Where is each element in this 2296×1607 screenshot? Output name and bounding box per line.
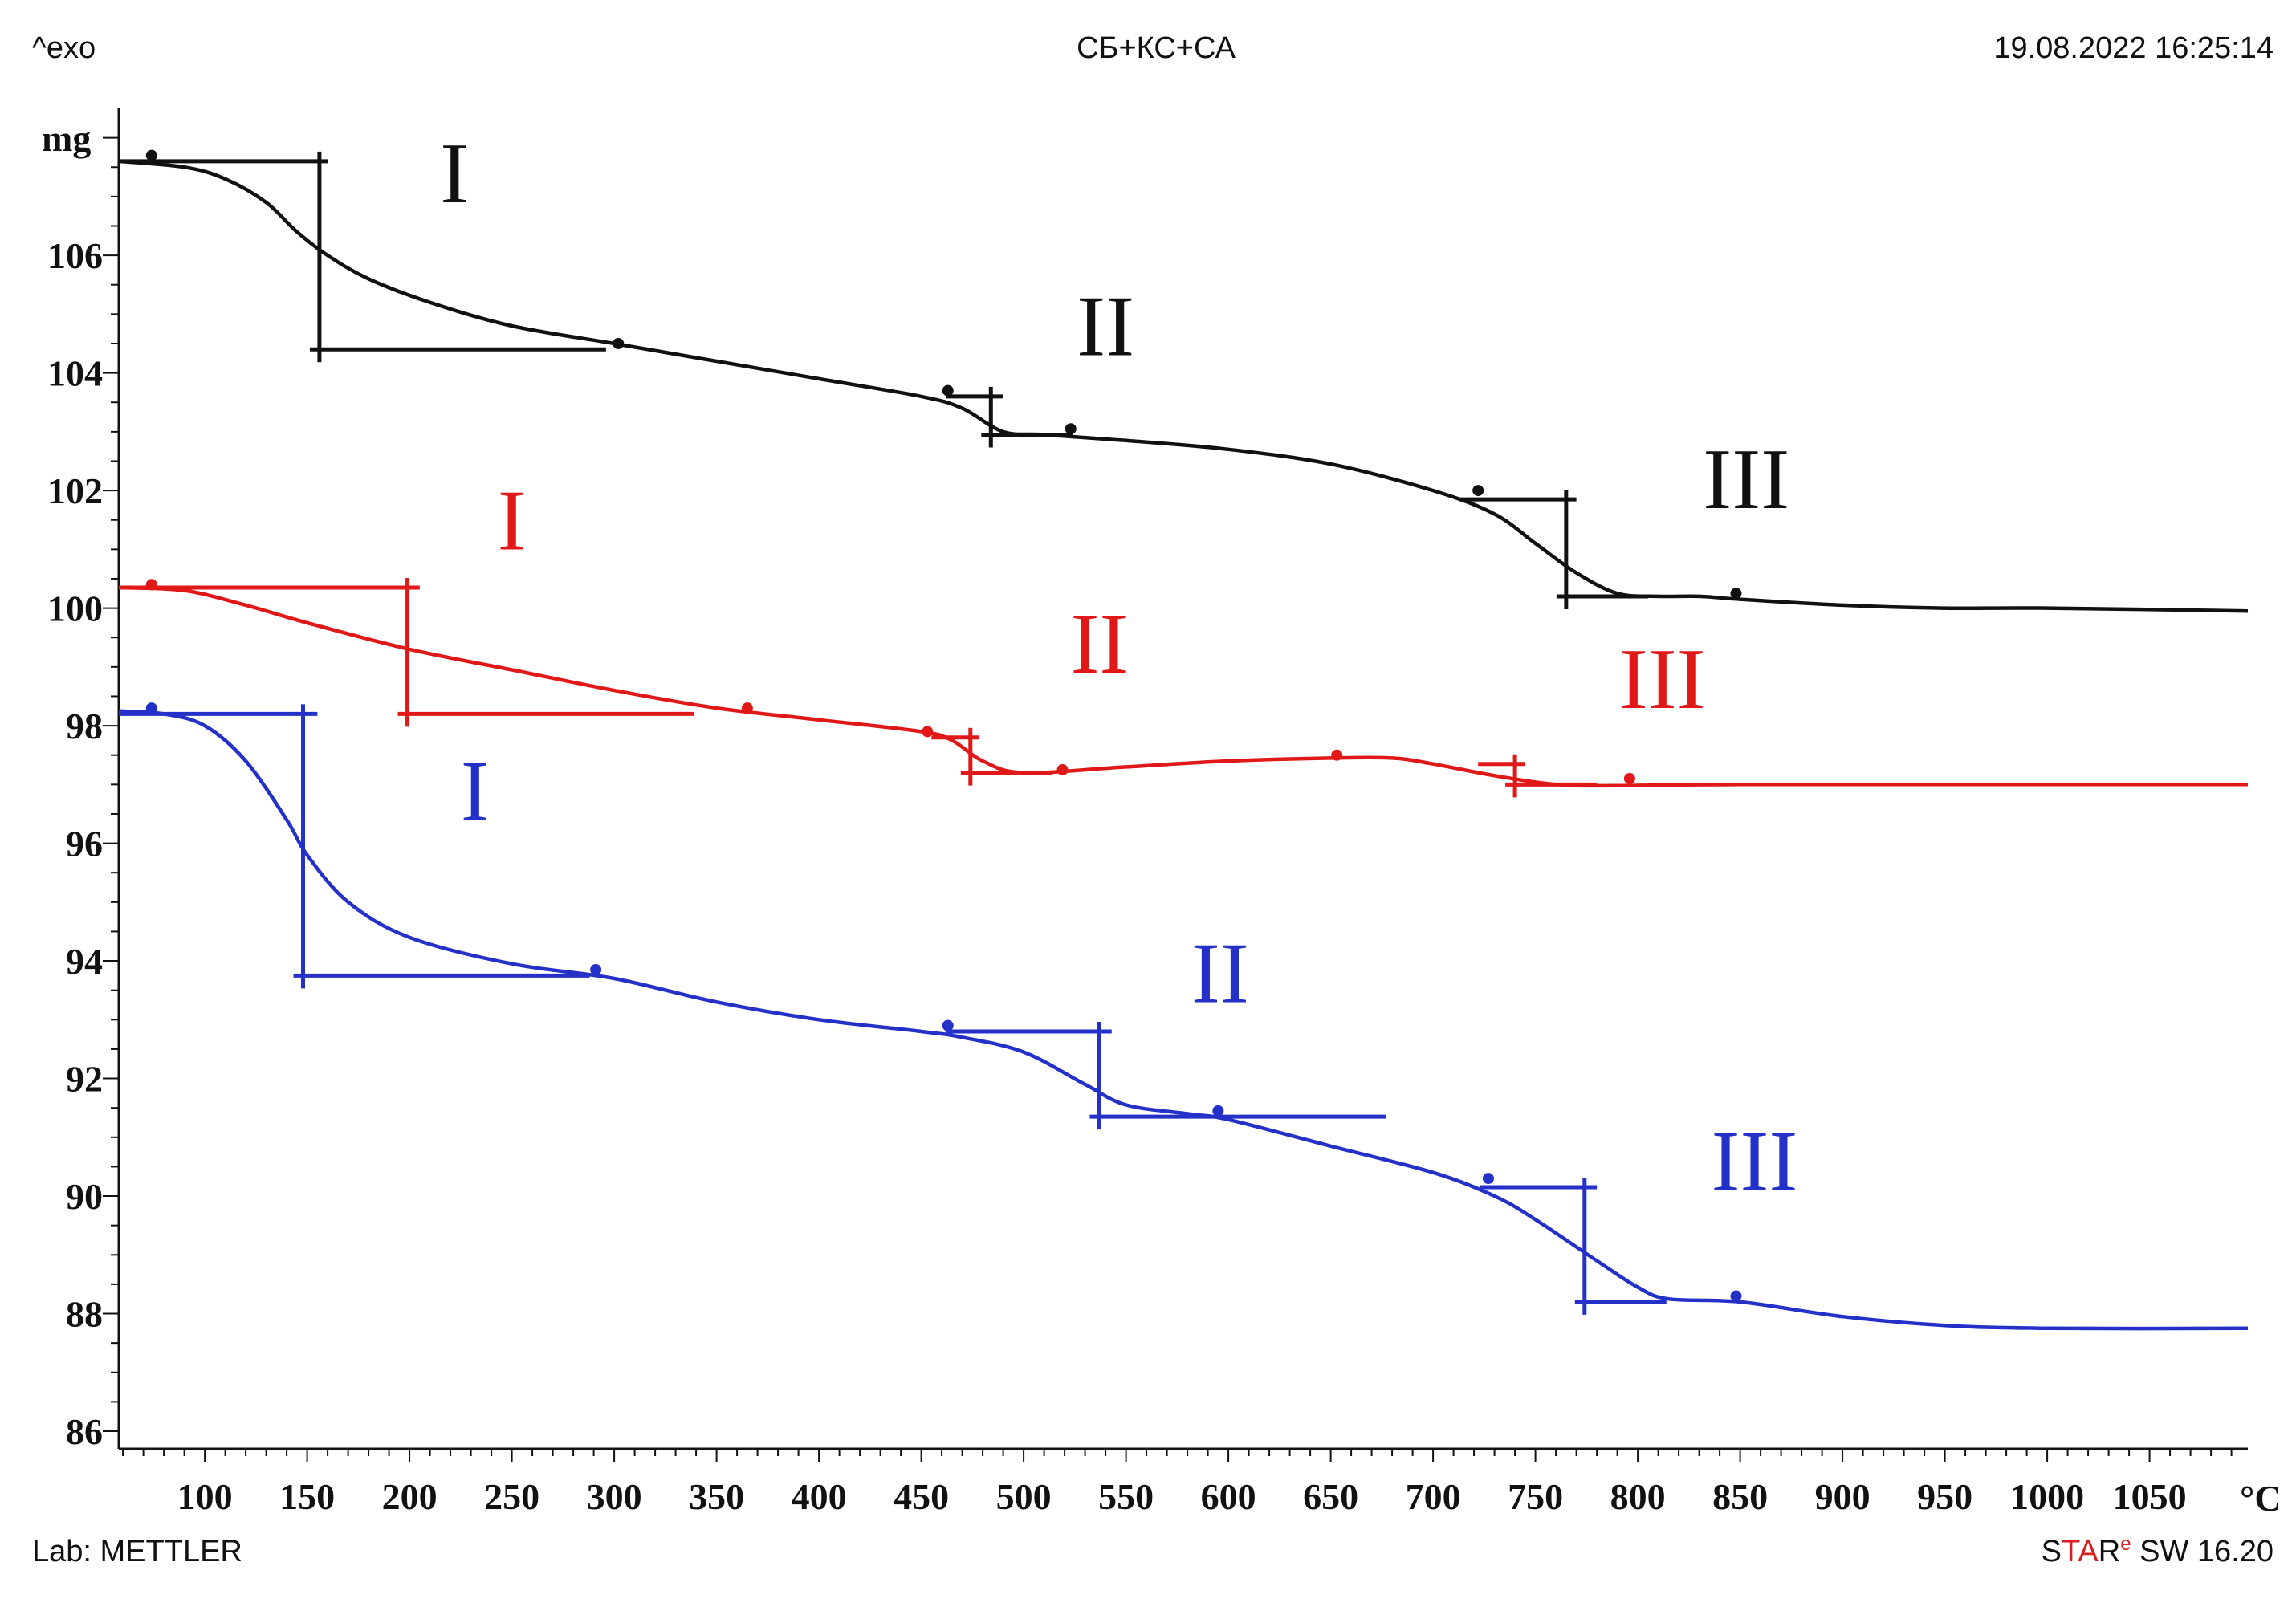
x-tick-label: 850 <box>1712 1476 1768 1517</box>
eval-point-black <box>1472 485 1484 497</box>
eval-point-black <box>1065 423 1077 435</box>
eval-point-blue <box>1730 1290 1742 1302</box>
eval-point-red <box>1056 764 1069 776</box>
x-tick-label: 1050 <box>2113 1476 2187 1517</box>
step-label: I <box>461 743 490 839</box>
step-marker-red-I: I <box>119 473 694 727</box>
y-tick-label: 94 <box>66 941 103 982</box>
brand-rest: SW 16.20 <box>2131 1535 2274 1568</box>
x-axis-ticks: 100 150 200 250 300 350 400 450 500 550 600 650 700 7… <box>122 1449 2233 1517</box>
step-marker-blue-I: I <box>119 704 590 989</box>
y-tick-label: 90 <box>66 1176 103 1217</box>
y-tick-label: 88 <box>66 1294 103 1335</box>
x-tick-label: 350 <box>689 1476 744 1517</box>
y-tick-label: 98 <box>66 706 103 747</box>
chart-title: СБ+КС+СА <box>1077 31 1236 65</box>
y-tick-label: 96 <box>66 824 103 865</box>
eval-point-blue <box>1482 1173 1494 1185</box>
step-marker-blue-III: III <box>1480 1114 1797 1315</box>
y-tick-label: 86 <box>66 1411 103 1452</box>
eval-point-red <box>741 702 753 714</box>
step-label: III <box>1703 432 1789 527</box>
series-line-red <box>118 585 2249 788</box>
step-marker-black-III: III <box>1459 432 1789 609</box>
data-series <box>118 159 2249 1331</box>
x-tick-label: 800 <box>1610 1476 1666 1517</box>
step-marker-black-II: II <box>946 279 1134 448</box>
eval-point-red <box>1331 749 1343 761</box>
eval-point-red <box>922 726 934 738</box>
x-tick-label: 500 <box>996 1476 1052 1517</box>
y-tick-label: 104 <box>47 353 103 394</box>
eval-point-black <box>942 384 954 397</box>
x-tick-label: 1000 <box>2010 1476 2084 1517</box>
brand-r: R <box>2099 1535 2120 1568</box>
eval-point-black <box>145 149 157 161</box>
brand-s: S <box>2042 1535 2062 1568</box>
eval-point-blue <box>590 964 602 976</box>
x-tick-label: 700 <box>1406 1476 1461 1517</box>
y-axis-ticks: 86 88 90 92 94 96 98 100 102 104 106 <box>47 136 119 1452</box>
x-tick-label: 300 <box>587 1476 642 1517</box>
x-tick-label: 600 <box>1201 1476 1256 1517</box>
brand-e: e <box>2120 1533 2131 1555</box>
axes <box>117 108 2248 1450</box>
y-tick-label: 100 <box>47 588 103 629</box>
header-exo-label: ^exo <box>32 31 96 65</box>
eval-point-black <box>1730 588 1742 600</box>
x-tick-label: 150 <box>279 1476 335 1517</box>
series-line-blue <box>118 709 2249 1331</box>
step-label: I <box>440 126 469 222</box>
step-label: III <box>1619 632 1706 727</box>
step-label: I <box>498 473 527 568</box>
step-marker-red-II: II <box>931 596 1128 786</box>
step-marker-red-III: III <box>1478 632 1706 798</box>
y-tick-label: 102 <box>47 470 103 511</box>
header-timestamp: 19.08.2022 16:25:14 <box>1993 31 2274 65</box>
x-tick-label: 250 <box>484 1476 539 1517</box>
x-tick-label: 900 <box>1815 1476 1871 1517</box>
x-tick-label: 650 <box>1303 1476 1358 1517</box>
x-tick-label: 950 <box>1917 1476 1972 1517</box>
y-unit-label: mg <box>42 118 91 159</box>
x-tick-label: 750 <box>1508 1476 1563 1517</box>
step-label: II <box>1070 596 1128 692</box>
step-label: II <box>1191 926 1249 1021</box>
y-tick-label: 92 <box>66 1059 103 1100</box>
eval-point-red <box>1623 773 1635 784</box>
x-tick-label: 100 <box>177 1476 233 1517</box>
eval-point-blue <box>145 702 157 714</box>
eval-point-blue <box>1212 1105 1224 1117</box>
eval-point-red <box>145 579 157 591</box>
y-tick-label: 106 <box>47 235 103 276</box>
step-marker-blue-II: II <box>946 926 1386 1130</box>
footer-brand: STARe SW 16.20 <box>2042 1533 2274 1568</box>
step-label: II <box>1077 279 1134 375</box>
evaluation-points <box>145 149 1742 1302</box>
footer-lab: Lab: METTLER <box>32 1535 242 1568</box>
x-tick-label: 550 <box>1098 1476 1154 1517</box>
x-tick-label: 400 <box>792 1476 847 1517</box>
x-unit-label: °C <box>2240 1478 2282 1519</box>
step-label: III <box>1711 1114 1797 1210</box>
step-marker-black-I: I <box>119 126 606 363</box>
x-tick-label: 450 <box>894 1476 949 1517</box>
eval-point-black <box>613 337 625 349</box>
eval-point-blue <box>942 1019 954 1031</box>
series-line-black <box>118 159 2249 613</box>
brand-ta: TA <box>2062 1535 2099 1568</box>
x-tick-label: 200 <box>382 1476 438 1517</box>
